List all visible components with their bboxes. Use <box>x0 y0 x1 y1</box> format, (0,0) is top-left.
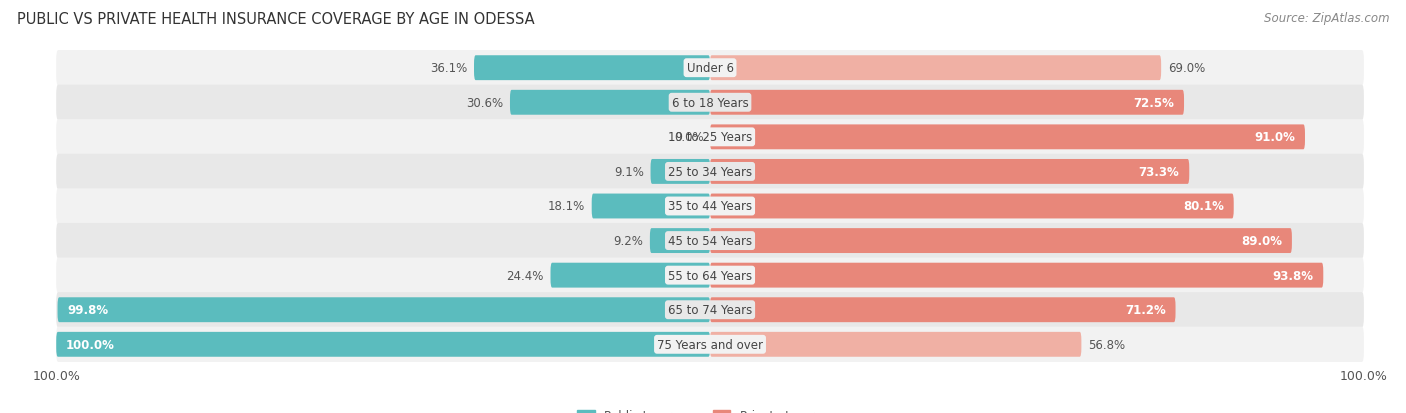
Text: 72.5%: 72.5% <box>1133 97 1174 109</box>
FancyBboxPatch shape <box>56 154 1364 190</box>
Text: 55 to 64 Years: 55 to 64 Years <box>668 269 752 282</box>
Text: 30.6%: 30.6% <box>467 97 503 109</box>
FancyBboxPatch shape <box>592 194 710 219</box>
FancyBboxPatch shape <box>710 125 1305 150</box>
Text: 35 to 44 Years: 35 to 44 Years <box>668 200 752 213</box>
FancyBboxPatch shape <box>710 56 1161 81</box>
FancyBboxPatch shape <box>56 292 1364 328</box>
FancyBboxPatch shape <box>56 189 1364 224</box>
FancyBboxPatch shape <box>56 85 1364 121</box>
Text: 73.3%: 73.3% <box>1139 166 1180 178</box>
FancyBboxPatch shape <box>56 120 1364 155</box>
Text: 18.1%: 18.1% <box>548 200 585 213</box>
FancyBboxPatch shape <box>56 332 710 357</box>
Text: 24.4%: 24.4% <box>506 269 544 282</box>
FancyBboxPatch shape <box>710 228 1292 254</box>
Text: 6 to 18 Years: 6 to 18 Years <box>672 97 748 109</box>
FancyBboxPatch shape <box>710 332 1081 357</box>
Text: 69.0%: 69.0% <box>1167 62 1205 75</box>
Text: 45 to 54 Years: 45 to 54 Years <box>668 235 752 247</box>
FancyBboxPatch shape <box>551 263 710 288</box>
Text: 71.2%: 71.2% <box>1125 304 1166 316</box>
Text: 93.8%: 93.8% <box>1272 269 1313 282</box>
FancyBboxPatch shape <box>651 159 710 185</box>
Text: 36.1%: 36.1% <box>430 62 467 75</box>
FancyBboxPatch shape <box>56 327 1364 362</box>
Text: 56.8%: 56.8% <box>1088 338 1125 351</box>
FancyBboxPatch shape <box>710 159 1189 185</box>
FancyBboxPatch shape <box>56 223 1364 259</box>
FancyBboxPatch shape <box>710 194 1233 219</box>
FancyBboxPatch shape <box>710 263 1323 288</box>
FancyBboxPatch shape <box>474 56 710 81</box>
Legend: Public Insurance, Private Insurance: Public Insurance, Private Insurance <box>572 404 848 413</box>
FancyBboxPatch shape <box>56 258 1364 293</box>
FancyBboxPatch shape <box>710 90 1184 116</box>
Text: 89.0%: 89.0% <box>1241 235 1282 247</box>
FancyBboxPatch shape <box>510 90 710 116</box>
Text: 91.0%: 91.0% <box>1254 131 1295 144</box>
FancyBboxPatch shape <box>56 51 1364 86</box>
Text: 75 Years and over: 75 Years and over <box>657 338 763 351</box>
Text: 99.8%: 99.8% <box>67 304 108 316</box>
Text: 9.2%: 9.2% <box>613 235 644 247</box>
FancyBboxPatch shape <box>58 297 710 323</box>
Text: 80.1%: 80.1% <box>1182 200 1223 213</box>
Text: Under 6: Under 6 <box>686 62 734 75</box>
FancyBboxPatch shape <box>710 297 1175 323</box>
Text: 65 to 74 Years: 65 to 74 Years <box>668 304 752 316</box>
Text: 100.0%: 100.0% <box>66 338 115 351</box>
FancyBboxPatch shape <box>650 228 710 254</box>
Text: 25 to 34 Years: 25 to 34 Years <box>668 166 752 178</box>
Text: 19 to 25 Years: 19 to 25 Years <box>668 131 752 144</box>
Text: 0.0%: 0.0% <box>673 131 703 144</box>
Text: PUBLIC VS PRIVATE HEALTH INSURANCE COVERAGE BY AGE IN ODESSA: PUBLIC VS PRIVATE HEALTH INSURANCE COVER… <box>17 12 534 27</box>
Text: 9.1%: 9.1% <box>614 166 644 178</box>
Text: Source: ZipAtlas.com: Source: ZipAtlas.com <box>1264 12 1389 25</box>
